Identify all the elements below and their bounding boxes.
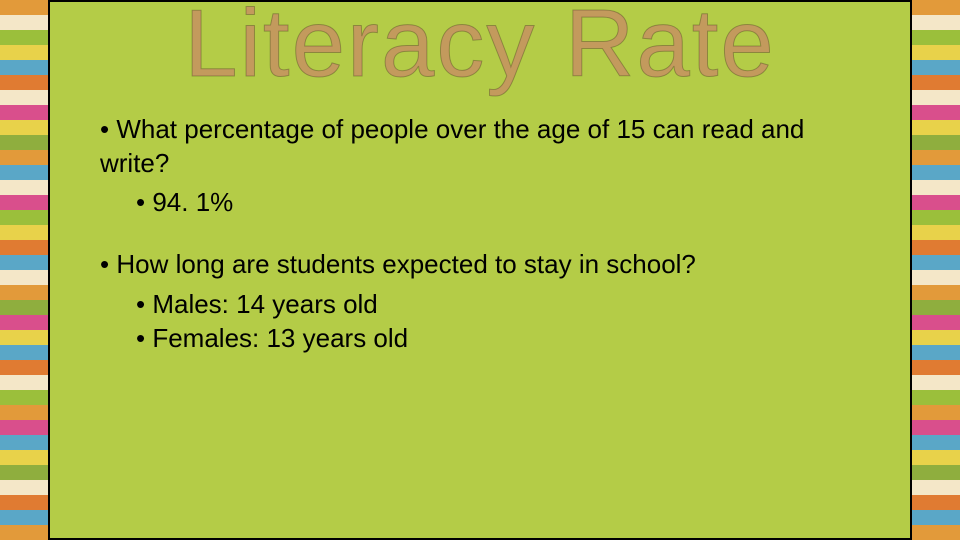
stripe	[0, 345, 48, 360]
stripe	[0, 60, 48, 75]
stripe	[912, 390, 960, 405]
stripe	[0, 210, 48, 225]
stripe	[0, 360, 48, 375]
stripe-band-right	[912, 0, 960, 540]
sub-bullet-list: 94. 1%	[100, 186, 870, 220]
stripe	[912, 405, 960, 420]
stripe	[0, 30, 48, 45]
stripe-band-left	[0, 0, 48, 540]
stripe	[912, 285, 960, 300]
content-area: Literacy Rate What percentage of people …	[48, 0, 912, 540]
sub-bullet-item: 94. 1%	[136, 186, 870, 220]
stripe	[0, 255, 48, 270]
stripe	[912, 465, 960, 480]
stripe	[0, 0, 48, 15]
stripe	[912, 360, 960, 375]
stripe	[0, 465, 48, 480]
stripe	[912, 15, 960, 30]
stripe	[912, 180, 960, 195]
stripe	[0, 480, 48, 495]
stripe	[0, 285, 48, 300]
stripe	[912, 525, 960, 540]
stripe	[912, 435, 960, 450]
stripe	[912, 0, 960, 15]
stripe	[912, 45, 960, 60]
stripe	[912, 195, 960, 210]
stripe	[0, 180, 48, 195]
bullet-item: How long are students expected to stay i…	[100, 248, 870, 355]
sub-bullet-list: Males: 14 years oldFemales: 13 years old	[100, 288, 870, 356]
stripe	[912, 450, 960, 465]
stripe	[0, 525, 48, 540]
stripe	[912, 105, 960, 120]
stripe	[0, 375, 48, 390]
slide-body: What percentage of people over the age o…	[90, 113, 870, 356]
stripe	[912, 75, 960, 90]
stripe	[912, 210, 960, 225]
stripe	[912, 330, 960, 345]
stripe	[912, 375, 960, 390]
stripe	[912, 150, 960, 165]
stripe	[912, 120, 960, 135]
stripe	[912, 495, 960, 510]
stripe	[0, 135, 48, 150]
bullet-text: What percentage of people over the age o…	[100, 114, 804, 178]
stripe	[0, 240, 48, 255]
stripe	[0, 195, 48, 210]
stripe	[0, 495, 48, 510]
stripe	[912, 225, 960, 240]
stripe	[912, 300, 960, 315]
stripe	[912, 60, 960, 75]
slide: Literacy Rate What percentage of people …	[0, 0, 960, 540]
stripe	[0, 390, 48, 405]
stripe	[912, 135, 960, 150]
stripe	[0, 330, 48, 345]
stripe	[0, 300, 48, 315]
stripe	[912, 480, 960, 495]
stripe	[0, 435, 48, 450]
stripe	[0, 165, 48, 180]
stripe	[912, 90, 960, 105]
stripe	[0, 225, 48, 240]
stripe	[0, 405, 48, 420]
stripe	[912, 420, 960, 435]
stripe	[0, 15, 48, 30]
stripe	[0, 450, 48, 465]
bullet-text: How long are students expected to stay i…	[116, 249, 696, 279]
stripe	[912, 165, 960, 180]
stripe	[912, 345, 960, 360]
stripe	[0, 270, 48, 285]
stripe	[0, 120, 48, 135]
stripe	[912, 270, 960, 285]
bullet-list: What percentage of people over the age o…	[90, 113, 870, 356]
stripe	[0, 90, 48, 105]
stripe	[0, 420, 48, 435]
stripe	[0, 315, 48, 330]
stripe	[0, 75, 48, 90]
sub-bullet-item: Females: 13 years old	[136, 322, 870, 356]
stripe	[0, 510, 48, 525]
stripe	[912, 315, 960, 330]
stripe	[912, 510, 960, 525]
stripe	[912, 255, 960, 270]
stripe	[0, 105, 48, 120]
slide-title: Literacy Rate	[90, 0, 870, 95]
stripe	[0, 45, 48, 60]
sub-bullet-item: Males: 14 years old	[136, 288, 870, 322]
stripe	[912, 240, 960, 255]
stripe	[912, 30, 960, 45]
bullet-item: What percentage of people over the age o…	[100, 113, 870, 220]
stripe	[0, 150, 48, 165]
